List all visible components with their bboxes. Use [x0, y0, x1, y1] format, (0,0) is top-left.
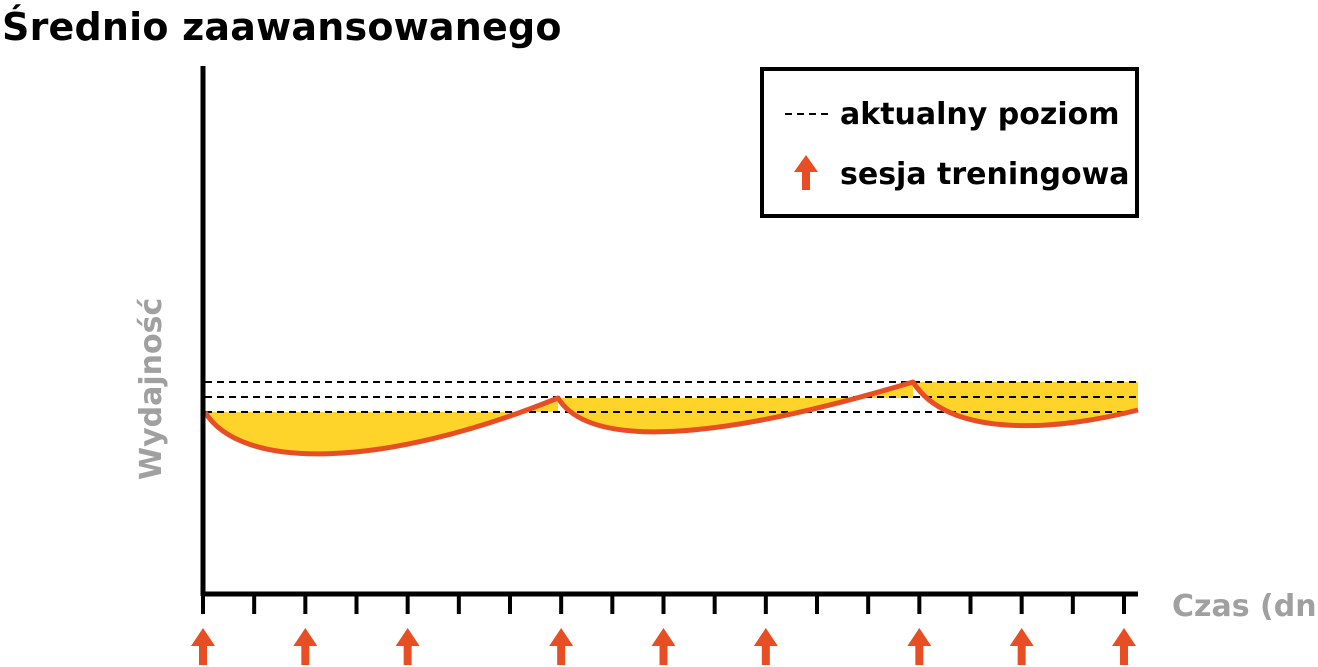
fill-region-1	[205, 398, 558, 454]
page-title: Średnio zaawansowanego	[2, 5, 562, 49]
y-axis-label: Wydajność	[134, 298, 169, 480]
legend-box	[760, 67, 1139, 218]
training-session-arrow	[549, 628, 574, 665]
training-session-arrows	[191, 628, 1136, 665]
performance-curve	[202, 379, 1139, 457]
fill-region-2	[558, 382, 913, 432]
fill-region-3	[913, 382, 1138, 426]
training-session-arrow	[1112, 628, 1136, 665]
training-session-arrow	[1009, 628, 1034, 665]
training-session-arrow	[907, 628, 932, 665]
legend-training-session: sesja treningowa	[840, 157, 1130, 192]
legend-current-level: aktualny poziom	[840, 97, 1119, 132]
training-session-arrow	[753, 628, 778, 665]
legend-arrow-icon	[794, 155, 818, 190]
x-axis-ticks	[201, 594, 1126, 614]
x-axis-label: Czas (dni)	[1172, 589, 1318, 624]
training-session-arrow	[191, 628, 215, 665]
training-session-arrow	[293, 628, 318, 665]
training-session-arrow	[395, 628, 420, 665]
training-session-arrow	[651, 628, 676, 665]
